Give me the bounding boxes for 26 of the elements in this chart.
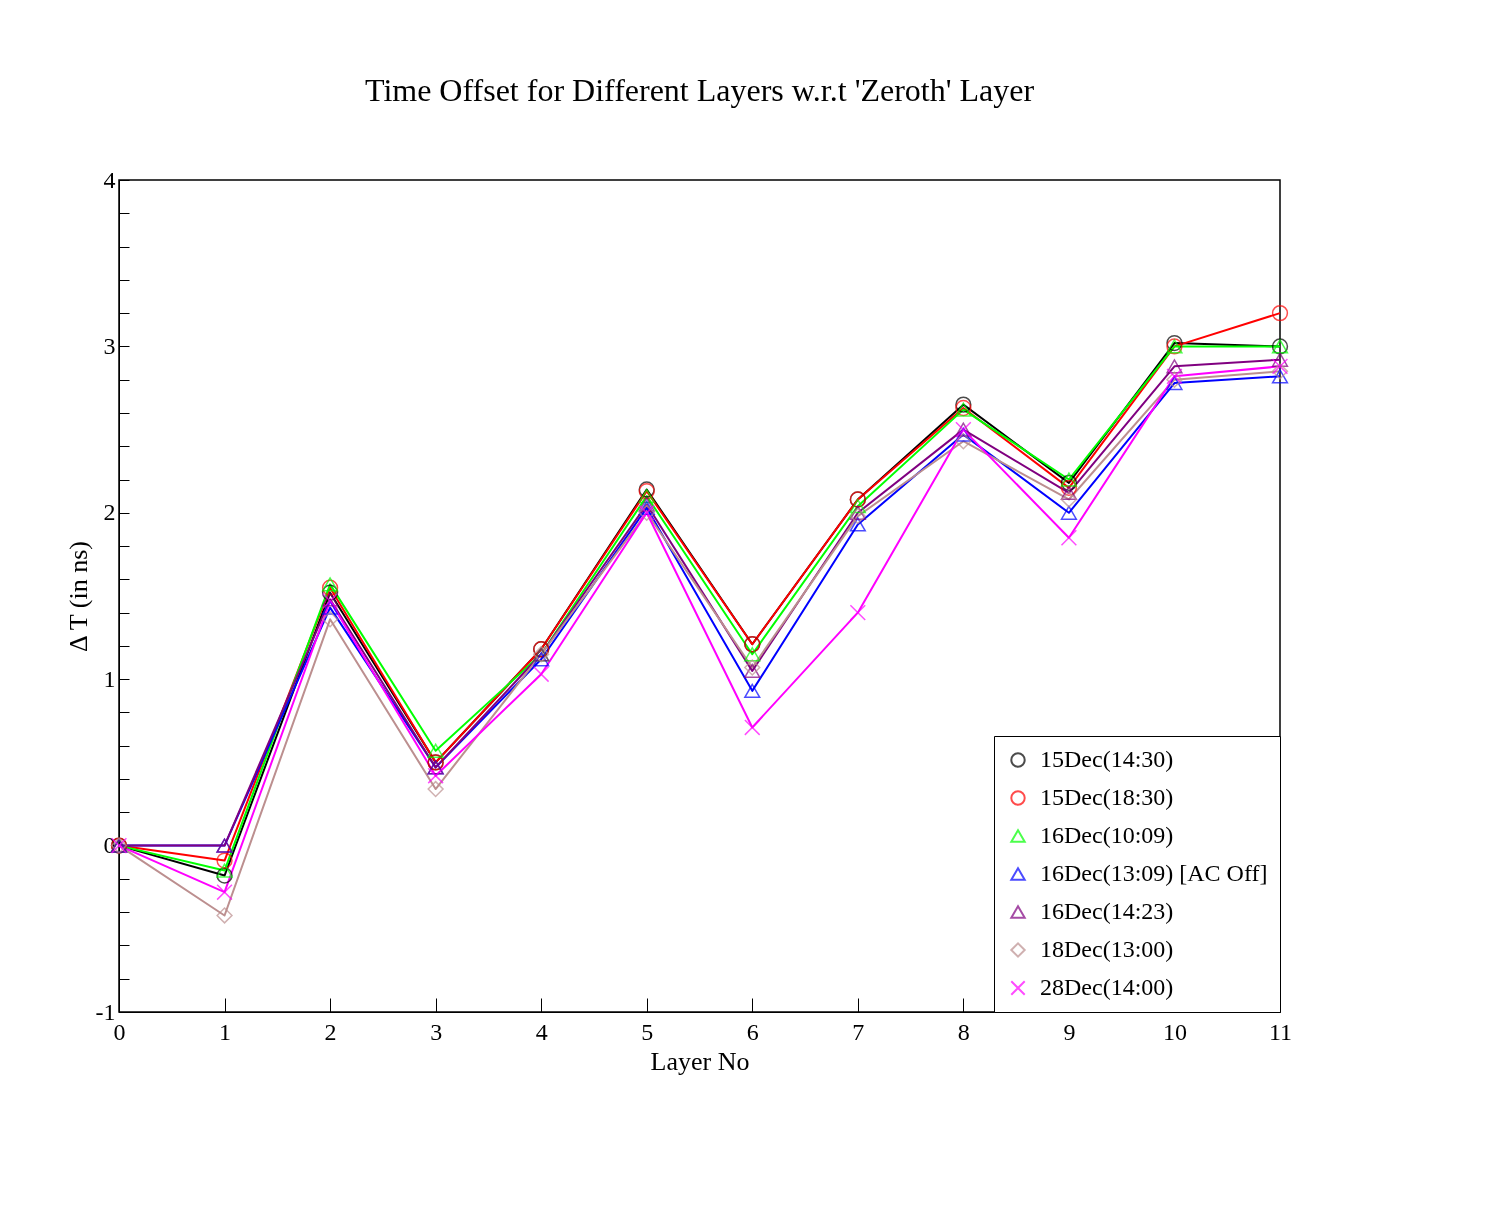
x-tick-label: 3 xyxy=(430,1018,443,1045)
x-tick-label: 5 xyxy=(641,1018,654,1045)
legend-label: 16Dec(13:09) [AC Off] xyxy=(1040,860,1268,886)
y-tick-label: 3 xyxy=(103,332,116,359)
y-tick-label: -1 xyxy=(95,998,116,1025)
legend-label: 15Dec(18:30) xyxy=(1040,784,1174,810)
legend-label: 16Dec(10:09) xyxy=(1040,822,1174,848)
legend-label: 18Dec(13:00) xyxy=(1040,936,1174,962)
legend-label: 28Dec(14:00) xyxy=(1040,974,1174,1000)
x-tick-label: 9 xyxy=(1063,1018,1076,1045)
legend-label: 16Dec(14:23) xyxy=(1040,898,1174,924)
x-tick-label: 11 xyxy=(1268,1018,1293,1045)
y-tick-label: 2 xyxy=(103,499,116,526)
y-tick-label: 4 xyxy=(103,166,116,193)
x-axis-title: Layer No xyxy=(650,1046,750,1076)
x-tick-label: 7 xyxy=(852,1018,865,1045)
x-tick-label: 1 xyxy=(219,1018,232,1045)
y-axis-title: Δ T (in ns) xyxy=(63,541,93,652)
x-tick-label: 2 xyxy=(324,1018,337,1045)
x-tick-label: 8 xyxy=(957,1018,970,1045)
x-tick-label: 10 xyxy=(1162,1018,1187,1045)
y-tick-label: 1 xyxy=(103,665,116,692)
x-tick-label: 6 xyxy=(746,1018,759,1045)
x-tick-label: 4 xyxy=(535,1018,548,1045)
chart-title: Time Offset for Different Layers w.r.t 'Zeroth' Layer xyxy=(364,72,1035,108)
legend-label: 15Dec(14:30) xyxy=(1040,746,1174,772)
